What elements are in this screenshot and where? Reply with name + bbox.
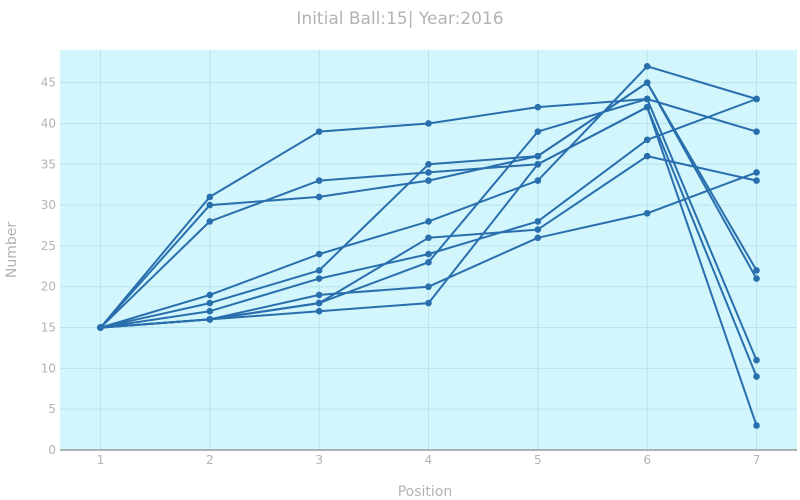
- x-tick-label: 3: [315, 453, 323, 467]
- data-point: [753, 95, 760, 103]
- data-point: [534, 160, 542, 168]
- data-point: [534, 218, 542, 225]
- y-tick-label: 5: [48, 402, 56, 416]
- x-tick-label: 7: [753, 453, 761, 467]
- data-point: [753, 275, 760, 282]
- data-point: [643, 209, 651, 217]
- data-point: [425, 258, 432, 266]
- y-tick-label: 30: [41, 198, 56, 212]
- data-point: [534, 234, 542, 242]
- data-point: [315, 267, 323, 274]
- data-point: [753, 128, 760, 135]
- y-axis-label: Number: [4, 222, 20, 278]
- data-point: [315, 299, 323, 307]
- data-point: [753, 267, 760, 274]
- data-point: [315, 177, 323, 184]
- data-point: [643, 63, 651, 70]
- data-point: [206, 201, 214, 209]
- data-point: [753, 422, 760, 429]
- data-point: [425, 299, 432, 307]
- data-point: [425, 218, 432, 225]
- data-point: [753, 356, 760, 364]
- data-point: [753, 177, 760, 184]
- data-point: [753, 169, 760, 176]
- data-point: [206, 299, 214, 307]
- data-point: [643, 103, 651, 111]
- data-point: [534, 103, 542, 111]
- y-tick-label: 25: [41, 239, 56, 253]
- data-point: [315, 307, 323, 315]
- data-point: [425, 169, 432, 176]
- data-point: [206, 316, 214, 323]
- data-point: [206, 307, 214, 315]
- x-tick-label: 2: [206, 453, 214, 467]
- data-point: [315, 291, 323, 299]
- data-point: [753, 373, 760, 380]
- data-point: [315, 275, 323, 282]
- data-point: [534, 177, 542, 184]
- chart-title: Initial Ball:15| Year:2016: [296, 9, 503, 29]
- data-point: [425, 234, 432, 242]
- data-point: [425, 283, 432, 291]
- data-point: [97, 324, 104, 331]
- data-point: [315, 128, 323, 135]
- y-tick-label: 35: [41, 157, 56, 171]
- y-tick-label: 0: [48, 443, 56, 457]
- y-tick-label: 15: [41, 321, 56, 335]
- x-tick-label: 6: [643, 453, 651, 467]
- series-group: [97, 103, 760, 380]
- data-point: [534, 152, 542, 160]
- data-point: [425, 160, 432, 168]
- data-point: [206, 291, 214, 299]
- series-group: [97, 95, 760, 331]
- data-point: [425, 120, 432, 127]
- data-point: [534, 128, 542, 135]
- data-point: [643, 152, 651, 160]
- x-axis-label: Position: [398, 484, 453, 500]
- y-tick-label: 20: [41, 280, 56, 294]
- data-point: [643, 79, 651, 86]
- y-tick-label: 10: [41, 361, 56, 375]
- x-tick-label: 4: [425, 453, 433, 467]
- x-tick-label: 1: [97, 453, 105, 467]
- data-point: [206, 193, 214, 201]
- data-point: [425, 250, 432, 258]
- y-tick-label: 40: [41, 116, 56, 130]
- data-point: [315, 250, 323, 258]
- data-point: [534, 226, 542, 233]
- y-tick-label: 45: [41, 76, 56, 90]
- data-point: [425, 177, 432, 184]
- data-point: [643, 95, 651, 103]
- series-lines: [97, 63, 760, 429]
- x-tick-label: 5: [534, 453, 542, 467]
- data-point: [315, 193, 323, 201]
- data-point: [643, 136, 651, 144]
- data-point: [206, 218, 214, 225]
